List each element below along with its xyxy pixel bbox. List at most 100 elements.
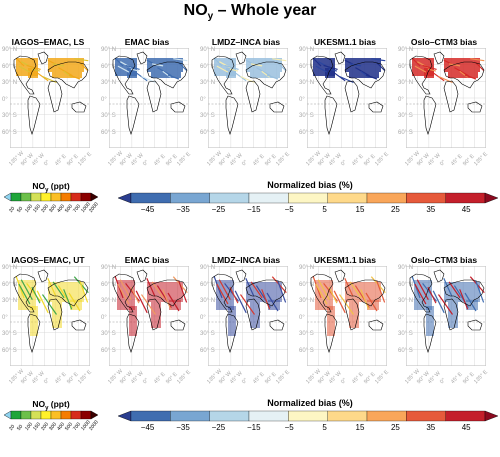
data-swath <box>424 68 434 78</box>
data-swath <box>48 58 84 72</box>
lat-label: 30° N <box>299 80 315 87</box>
lat-label: 60° N <box>299 63 315 70</box>
lat-label: 60° S <box>398 348 413 354</box>
colorbar-segment <box>288 192 328 204</box>
colorbar-segment <box>170 410 210 422</box>
lat-label: 0° <box>101 314 107 321</box>
lat-label: 90° N <box>299 47 315 53</box>
lon-label: 0° <box>42 377 51 386</box>
map-area <box>208 48 288 148</box>
lat-label: 30° N <box>200 80 216 87</box>
bias-tick-label: 35 <box>426 205 436 214</box>
lat-label: 90° N <box>299 265 315 271</box>
track-streak <box>167 74 180 80</box>
map-plot <box>10 266 90 366</box>
lon-labels: 135° W 90° W 45° W 0° 45° E 90° E 135° E <box>305 368 391 385</box>
track-streak <box>261 289 271 310</box>
track-streak <box>371 58 386 62</box>
colorbar-segment <box>30 410 42 420</box>
track-streak <box>52 281 65 299</box>
track-streak <box>26 64 41 70</box>
flight-track-data <box>15 275 89 336</box>
colorbar-segment <box>248 192 289 204</box>
map-panel: EMAC bias 90° N 60° N 30° N 0° 30° S 60° S 135°… <box>101 255 193 385</box>
track-streak <box>79 280 89 303</box>
data-swath <box>327 306 335 336</box>
bias-colorbar-title: Normalized bias (%) <box>267 180 353 190</box>
lat-label: 90° N <box>2 47 18 53</box>
conc-colorbar-title: NOy (ppt) <box>32 399 70 412</box>
lat-label: 30° S <box>2 331 17 338</box>
lon-labels: 135° W 90° W 45° W 0° 45° E 90° E 135° E <box>404 150 490 167</box>
colorbar-segment <box>209 192 250 204</box>
lat-label: 90° N <box>200 265 216 271</box>
track-streak <box>63 70 73 78</box>
track-streak <box>26 283 42 302</box>
map-area <box>208 266 288 366</box>
track-streak <box>427 286 437 304</box>
track-streak <box>365 292 378 312</box>
track-streak <box>141 294 156 315</box>
lat-label: 30° N <box>101 298 117 305</box>
lon-label: 90° E <box>164 153 179 168</box>
lon-label: 0° <box>141 377 150 386</box>
map-plot <box>208 48 288 148</box>
colorbar-arrow-low <box>118 410 132 422</box>
data-swath <box>349 302 359 328</box>
lat-label: 60° S <box>2 130 17 136</box>
track-streak <box>146 277 156 297</box>
data-swath <box>448 72 478 78</box>
conc-colorbar <box>4 192 98 202</box>
colorbar-segment <box>327 192 368 204</box>
track-streak <box>125 283 141 302</box>
map-panel: Oslo–CTM3 bias 90° N 60° N 30° N 0° 30° S 60° … <box>398 37 490 167</box>
colorbar-segment <box>366 192 407 204</box>
colorbar-arrow-high <box>484 192 498 204</box>
lat-label: 0° <box>200 314 206 321</box>
track-streak <box>74 58 89 62</box>
map-panel: Oslo–CTM3 bias 90° N 60° N 30° N 0° 30° S 60° … <box>398 255 490 385</box>
track-streak <box>459 289 469 310</box>
lon-labels: 135° W 90° W 45° W 0° 45° E 90° E 135° E <box>404 368 490 385</box>
colorbar-segment <box>80 410 92 420</box>
track-streak <box>475 280 485 303</box>
data-swath <box>147 58 183 72</box>
colorbar-segment <box>288 410 328 422</box>
data-swath <box>426 306 434 336</box>
lon-label: 0° <box>438 159 447 168</box>
lat-label: 60° S <box>299 130 314 136</box>
track-streak <box>42 294 57 315</box>
map-plot <box>307 266 387 366</box>
lat-label: 30° S <box>2 113 17 120</box>
lat-label: 90° N <box>398 47 414 53</box>
track-streak <box>178 280 188 303</box>
track-streak <box>18 65 31 73</box>
lon-label: 90° E <box>362 371 377 386</box>
track-streak <box>162 289 172 310</box>
lat-label: 90° N <box>200 47 216 53</box>
colorbar-segment <box>406 410 446 422</box>
track-streak <box>52 63 65 67</box>
track-streak <box>448 63 461 67</box>
lat-label: 30° S <box>101 331 116 338</box>
track-streak <box>63 289 73 310</box>
lat-label: 60° N <box>398 281 414 288</box>
bias-tick-label: −45 <box>140 423 155 432</box>
track-streak <box>365 74 378 80</box>
colorbar-segment <box>60 192 72 202</box>
track-streak <box>328 286 338 304</box>
track-streak <box>31 68 41 72</box>
bias-tick-label: 15 <box>355 423 365 432</box>
lat-label: 60° S <box>2 348 17 354</box>
map-plot <box>307 48 387 148</box>
track-streak <box>470 58 485 62</box>
lat-label: 90° N <box>101 47 117 53</box>
colorbar-segment <box>70 192 82 202</box>
track-streak <box>411 57 421 67</box>
lat-label: 30° S <box>101 113 116 120</box>
coastline <box>409 51 485 135</box>
map-area <box>307 266 387 366</box>
lat-label: 90° N <box>398 265 414 271</box>
lat-label: 60° S <box>299 348 314 354</box>
track-streak <box>432 290 445 314</box>
